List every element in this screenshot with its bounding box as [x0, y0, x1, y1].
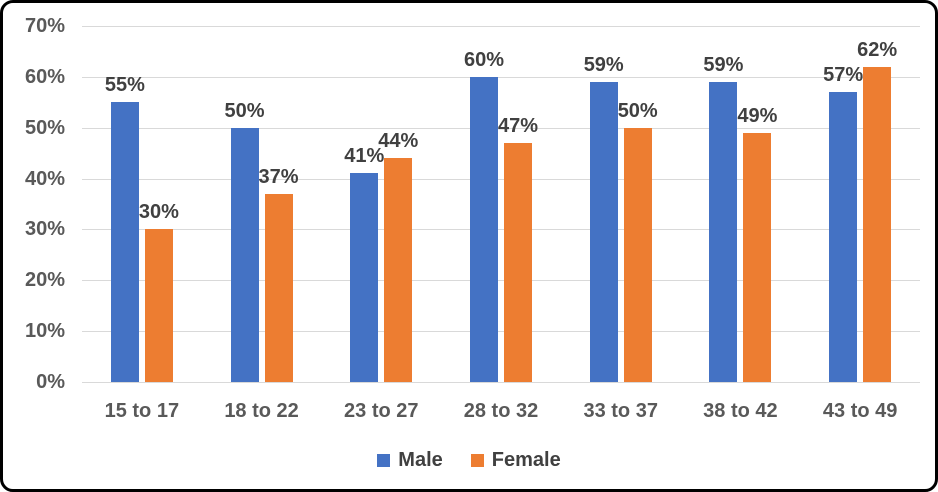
female-bar-value-label: 50%	[617, 99, 658, 122]
female-bar	[264, 193, 293, 382]
x-axis-category-label: 38 to 42	[703, 400, 778, 422]
y-gridline	[82, 127, 920, 129]
female-bar	[504, 142, 532, 382]
male-bar	[829, 92, 858, 382]
male-bar	[470, 76, 498, 382]
female-legend-swatch-icon	[470, 454, 484, 467]
female-bar-value-label: 37%	[258, 165, 299, 188]
y-gridline	[82, 76, 920, 78]
female-bar-value-label: 30%	[138, 201, 179, 224]
x-axis-category-label: 18 to 22	[224, 400, 299, 422]
male-bar-value-label: 57%	[823, 64, 864, 87]
y-axis-tick-label: 70%	[24, 15, 65, 37]
legend-item-male: Male	[377, 449, 443, 472]
female-bar-value-label: 49%	[737, 104, 778, 127]
y-axis-tick-label: 60%	[24, 65, 65, 88]
female-bar	[623, 127, 652, 382]
female-bar	[743, 132, 772, 382]
male-bar-value-label: 59%	[703, 53, 744, 76]
legend-item-female: Female	[470, 449, 561, 472]
y-gridline	[82, 382, 920, 383]
x-axis-category-label: 43 to 49	[822, 400, 898, 422]
female-bar-value-label: 44%	[378, 130, 419, 153]
male-bar-value-label: 50%	[224, 99, 265, 122]
female-legend-label: Female	[491, 449, 561, 471]
male-bar	[589, 81, 618, 382]
male-bar	[230, 127, 259, 382]
y-axis-tick-label: 0%	[36, 371, 65, 393]
y-axis-tick-label: 10%	[24, 320, 65, 343]
x-axis-category-label: 33 to 37	[583, 400, 658, 422]
x-axis-category-label: 23 to 27	[344, 400, 419, 422]
x-axis-category-label: 15 to 17	[104, 400, 180, 422]
y-axis-tick-label: 40%	[24, 167, 65, 190]
y-axis-tick-label: 30%	[24, 218, 65, 241]
y-axis-tick-label: 50%	[24, 116, 65, 139]
y-gridline	[82, 26, 920, 27]
y-axis-tick-label: 20%	[24, 269, 65, 292]
male-bar	[110, 102, 139, 382]
male-bar-value-label: 55%	[104, 74, 145, 97]
female-bar-value-label: 62%	[857, 38, 898, 61]
female-bar	[144, 229, 173, 382]
y-gridline	[82, 229, 920, 231]
male-bar	[350, 173, 379, 382]
male-bar-value-label: 59%	[583, 53, 624, 76]
female-bar	[384, 158, 413, 382]
male-legend-swatch-icon	[377, 454, 391, 467]
y-gridline	[82, 331, 920, 333]
male-bar-value-label: 41%	[344, 145, 385, 168]
x-axis-category-label: 28 to 32	[463, 400, 539, 422]
chart-legend: Male Female	[3, 449, 935, 472]
male-legend-label: Male	[398, 449, 443, 471]
y-gridline	[82, 280, 920, 282]
male-bar	[709, 81, 738, 382]
y-gridline	[82, 178, 920, 180]
female-bar	[863, 66, 892, 382]
male-bar-value-label: 60%	[463, 48, 505, 71]
plot-area: 0% 10% 20% 30% 40% 50% 60% 70% 55% 30% 15 to 17 50%…	[3, 3, 935, 489]
female-bar-value-label: 47%	[497, 114, 539, 137]
